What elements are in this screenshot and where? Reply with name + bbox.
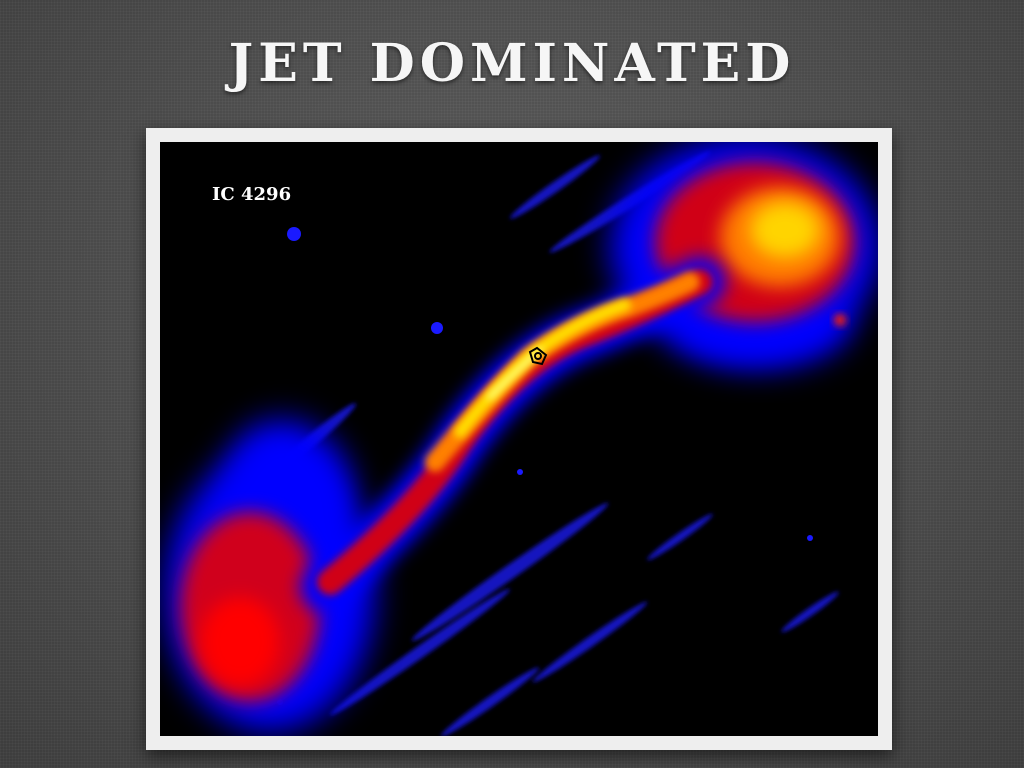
- jet: [300, 257, 725, 612]
- radio-galaxy-image: IC 4296: [160, 142, 878, 736]
- radio-emission-map: [165, 142, 878, 736]
- southern-lobe: [165, 419, 375, 732]
- image-frame: IC 4296: [146, 128, 892, 750]
- core-contour: [528, 346, 548, 366]
- slide-title: JET DOMINATED: [228, 33, 796, 94]
- object-label: IC 4296: [212, 184, 292, 205]
